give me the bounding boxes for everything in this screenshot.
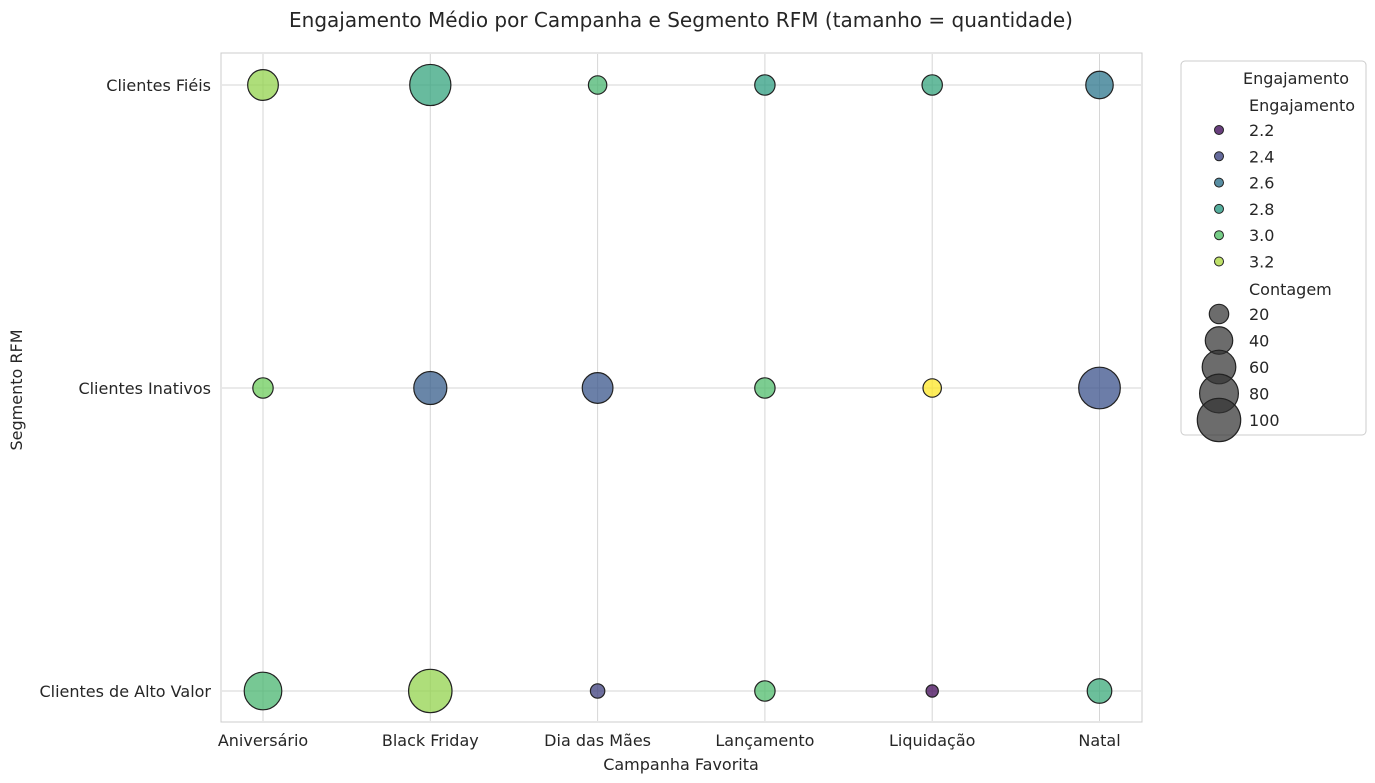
legend-hue-label: 2.6 — [1249, 174, 1274, 193]
data-point — [589, 683, 606, 699]
legend-size-label: 40 — [1249, 332, 1269, 351]
y-tick-labels: Clientes de Alto Valor Clientes Inativos C… — [39, 76, 211, 701]
legend-size-label: 100 — [1249, 411, 1280, 430]
legend-hue-label: 2.8 — [1249, 200, 1274, 219]
legend-hue-marker — [1214, 230, 1224, 241]
legend-hue-marker — [1214, 256, 1224, 267]
data-point — [754, 680, 776, 702]
x-tick-label: Dia das Mães — [544, 731, 651, 750]
data-point — [243, 671, 283, 711]
legend-size-label: 20 — [1249, 305, 1269, 324]
legend-hue-label: 2.4 — [1249, 147, 1274, 166]
legend-size-marker — [1196, 397, 1242, 443]
legend-hue-marker — [1214, 125, 1224, 135]
legend-title: Engajamento — [1243, 69, 1349, 88]
legend-hue-entries: 2.2 2.4 2.6 2.8 3.0 3.2 — [1214, 121, 1274, 272]
data-point — [587, 75, 608, 95]
data-point — [581, 372, 614, 404]
data-point — [922, 378, 943, 398]
legend-hue-label: 2.2 — [1249, 121, 1274, 140]
data-point — [921, 74, 943, 96]
y-tick-label: Clientes Fiéis — [106, 76, 211, 95]
data-point — [925, 684, 939, 698]
y-tick-label: Clientes Inativos — [78, 379, 211, 398]
data-point — [409, 63, 452, 107]
legend: Engajamento Engajamento 2.2 2.4 2.6 2.8 3.0 3… — [1180, 60, 1367, 443]
data-point — [1086, 678, 1113, 704]
x-tick-label: Aniversário — [218, 731, 308, 750]
legend-hue-label: 3.0 — [1249, 226, 1274, 245]
legend-size-marker — [1208, 303, 1230, 325]
x-axis-label: Campanha Favorita — [603, 755, 759, 774]
x-tick-label: Liquidação — [889, 731, 975, 750]
legend-size-entries: 20 40 60 80 100 — [1196, 303, 1280, 443]
legend-size-heading: Contagem — [1249, 280, 1332, 299]
legend-hue-marker — [1214, 177, 1224, 188]
data-point — [407, 668, 453, 714]
y-tick-label: Clientes de Alto Valor — [39, 682, 211, 701]
legend-hue-marker — [1214, 203, 1224, 214]
legend-hue-heading: Engajamento — [1249, 96, 1355, 115]
legend-hue-label: 3.2 — [1249, 253, 1274, 272]
y-axis-label: Segmento RFM — [7, 330, 26, 451]
data-point — [754, 377, 776, 399]
chart-title: Engajamento Médio por Campanha e Segment… — [289, 8, 1073, 32]
data-point — [1085, 70, 1114, 100]
x-tick-label: Black Friday — [382, 731, 479, 750]
data-point — [1078, 366, 1121, 410]
data-point — [252, 377, 274, 399]
data-point — [413, 370, 448, 406]
x-tick-labels: Aniversário Black Friday Dia das Mães Lança… — [218, 731, 1121, 750]
legend-size-label: 60 — [1249, 358, 1269, 377]
data-points — [243, 63, 1121, 714]
legend-size-label: 80 — [1249, 385, 1269, 404]
x-tick-label: Lançamento — [715, 731, 814, 750]
legend-hue-marker — [1214, 151, 1224, 162]
data-point — [247, 69, 279, 101]
x-tick-label: Natal — [1078, 731, 1120, 750]
data-point — [754, 74, 776, 96]
